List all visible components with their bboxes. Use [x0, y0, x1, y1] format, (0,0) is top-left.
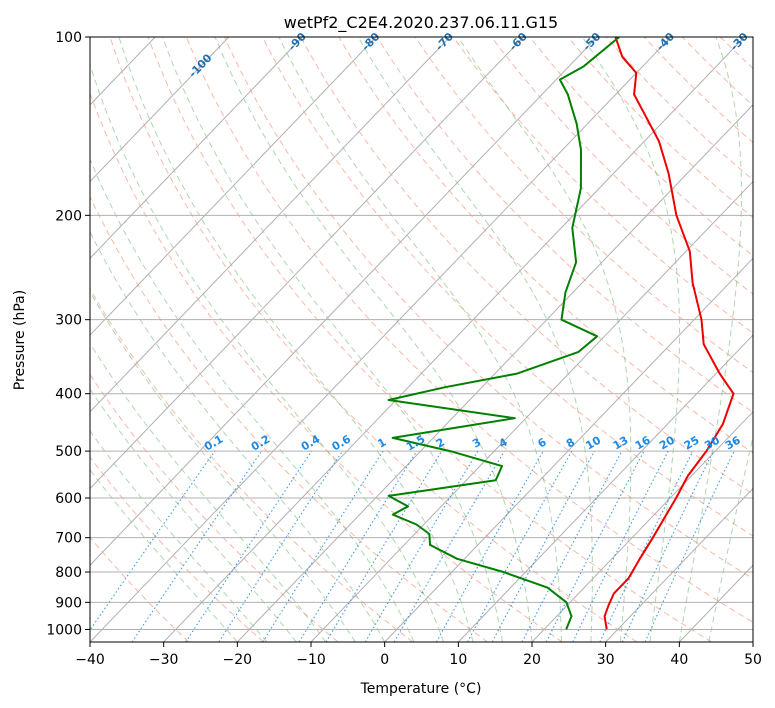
dry-adiabat [90, 195, 488, 642]
isotherm-line [531, 411, 753, 642]
y-tick-label: 100 [55, 30, 82, 46]
isotherm-line [90, 37, 598, 566]
dry-adiabat [90, 456, 264, 642]
dry-adiabat [452, 37, 753, 334]
dry-adiabat [109, 37, 638, 642]
x-tick-label: 50 [744, 652, 762, 668]
x-tick-label: −40 [75, 652, 105, 668]
mixing-ratio-line [325, 450, 443, 642]
y-tick-label: 500 [55, 444, 82, 460]
mixing-ratio-line [298, 450, 418, 642]
x-tick-label: 20 [523, 652, 541, 668]
dewpoint-line [387, 37, 620, 630]
x-tick-label: −10 [296, 652, 326, 668]
dry-adiabat [147, 37, 712, 642]
dry-adiabat [376, 37, 753, 413]
dry-adiabat [185, 37, 753, 623]
mixing-ratio-line [572, 450, 669, 642]
moist-adiabat [278, 37, 562, 642]
mixing-ratio-line [491, 450, 595, 642]
x-tick-label: 0 [380, 652, 389, 668]
moist-adiabat [90, 230, 386, 642]
isotherm-line [90, 37, 451, 413]
moist-adiabat [90, 63, 445, 642]
plot-frame [89, 36, 754, 643]
temperature-line [603, 37, 735, 630]
y-tick-label: 600 [55, 491, 82, 507]
moist-adiabat [457, 37, 632, 642]
moist-adiabat [214, 37, 533, 642]
moist-adiabat [90, 429, 268, 642]
moist-adiabat [90, 342, 327, 642]
chart-series [387, 37, 735, 630]
x-tick-label: −20 [223, 652, 253, 668]
moist-adiabat [357, 37, 593, 642]
isotherm-line [90, 37, 524, 490]
mixing-ratio-line [185, 450, 313, 642]
isotherm-line [384, 257, 753, 642]
isotherm-line [310, 180, 753, 642]
mixing-ratio-line [218, 450, 343, 642]
isotherm-line [605, 487, 753, 642]
dry-adiabat [414, 37, 753, 374]
moist-adiabat [118, 37, 474, 642]
isotherm-line [163, 37, 745, 642]
mixing-ratio-line [131, 450, 263, 642]
mixing-ratio-line [467, 450, 573, 642]
isotherm-line [90, 37, 672, 642]
x-tick-label: 40 [670, 652, 688, 668]
moist-adiabat [90, 388, 297, 642]
y-tick-label: 300 [55, 313, 82, 329]
isotherm-line [90, 37, 303, 260]
mixing-ratio-line [90, 450, 216, 632]
isotherm-line [90, 37, 230, 183]
chart-grid [90, 37, 753, 642]
moist-adiabat [90, 290, 356, 642]
isotherm-line [457, 334, 753, 642]
y-tick-label: 400 [55, 387, 82, 403]
dry-adiabat [90, 92, 563, 642]
isotherm-line [90, 37, 377, 336]
moist-adiabat [678, 37, 742, 642]
moist-adiabat [708, 434, 753, 642]
y-tick-label: 800 [55, 565, 82, 581]
x-tick-label: −30 [149, 652, 179, 668]
mixing-ratio-line [435, 450, 544, 642]
mixing-ratio-line [545, 450, 645, 642]
x-tick-label: 10 [449, 652, 467, 668]
y-tick-label: 900 [55, 595, 82, 611]
plot-area [90, 37, 753, 642]
y-axis-label: Pressure (hPa) [12, 290, 28, 390]
y-tick-label: 1000 [46, 622, 82, 638]
moist-adiabat [90, 469, 238, 642]
chart-axes: −40 −30 −20 −10 0 10 20 30 40 50 100 200 300 400 500 60… [46, 30, 762, 668]
x-tick-label: 30 [597, 652, 615, 668]
mixing-ratio-line [262, 450, 384, 642]
x-axis-label: Temperature (°C) [360, 681, 482, 697]
moist-adiabat [581, 37, 680, 642]
chart-title: wetPf2_C2E4.2020.237.06.11.G15 [284, 13, 558, 33]
y-tick-label: 700 [55, 531, 82, 547]
isotherm-line [236, 104, 753, 642]
y-tick-label: 200 [55, 208, 82, 224]
